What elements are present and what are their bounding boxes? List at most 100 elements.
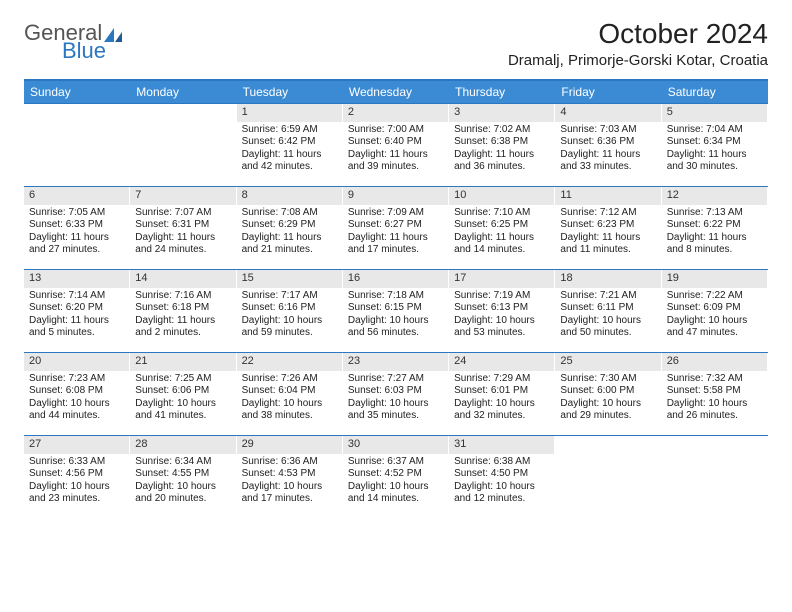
day-ss: Sunset: 6:25 PM bbox=[454, 219, 549, 232]
day-sr: Sunrise: 7:27 AM bbox=[348, 373, 443, 386]
day-number: 19 bbox=[662, 270, 767, 288]
day-number: 30 bbox=[343, 436, 448, 454]
day-ss: Sunset: 6:16 PM bbox=[242, 302, 337, 315]
day-dl1: Daylight: 11 hours bbox=[135, 315, 230, 328]
day-ss: Sunset: 6:33 PM bbox=[29, 219, 124, 232]
day-dl1: Daylight: 11 hours bbox=[242, 149, 337, 162]
day-number: 27 bbox=[24, 436, 129, 454]
dow-wednesday: Wednesday bbox=[343, 81, 449, 103]
day-sr: Sunrise: 6:36 AM bbox=[242, 456, 337, 469]
day-12: 12Sunrise: 7:13 AMSunset: 6:22 PMDayligh… bbox=[662, 187, 768, 269]
day-sr: Sunrise: 7:29 AM bbox=[454, 373, 549, 386]
day-body: Sunrise: 7:05 AMSunset: 6:33 PMDaylight:… bbox=[24, 205, 129, 261]
day-ss: Sunset: 6:29 PM bbox=[242, 219, 337, 232]
day-dl2: and 33 minutes. bbox=[560, 161, 655, 174]
day-14: 14Sunrise: 7:16 AMSunset: 6:18 PMDayligh… bbox=[130, 270, 236, 352]
day-body: Sunrise: 7:10 AMSunset: 6:25 PMDaylight:… bbox=[449, 205, 554, 261]
day-dl1: Daylight: 10 hours bbox=[242, 481, 337, 494]
day-body: Sunrise: 7:22 AMSunset: 6:09 PMDaylight:… bbox=[662, 288, 767, 344]
day-dl1: Daylight: 11 hours bbox=[560, 149, 655, 162]
location: Dramalj, Primorje-Gorski Kotar, Croatia bbox=[508, 52, 768, 69]
day-dl2: and 53 minutes. bbox=[454, 327, 549, 340]
day-10: 10Sunrise: 7:10 AMSunset: 6:25 PMDayligh… bbox=[449, 187, 555, 269]
day-dl2: and 59 minutes. bbox=[242, 327, 337, 340]
day-body: Sunrise: 6:33 AMSunset: 4:56 PMDaylight:… bbox=[24, 454, 129, 510]
day-body: Sunrise: 7:23 AMSunset: 6:08 PMDaylight:… bbox=[24, 371, 129, 427]
day-ss: Sunset: 4:55 PM bbox=[135, 468, 230, 481]
empty-cell bbox=[662, 436, 768, 518]
day-dl1: Daylight: 10 hours bbox=[135, 398, 230, 411]
day-ss: Sunset: 6:13 PM bbox=[454, 302, 549, 315]
day-16: 16Sunrise: 7:18 AMSunset: 6:15 PMDayligh… bbox=[343, 270, 449, 352]
day-ss: Sunset: 6:04 PM bbox=[242, 385, 337, 398]
day-dl2: and 30 minutes. bbox=[667, 161, 762, 174]
day-dl2: and 24 minutes. bbox=[135, 244, 230, 257]
day-28: 28Sunrise: 6:34 AMSunset: 4:55 PMDayligh… bbox=[130, 436, 236, 518]
day-dl2: and 35 minutes. bbox=[348, 410, 443, 423]
day-24: 24Sunrise: 7:29 AMSunset: 6:01 PMDayligh… bbox=[449, 353, 555, 435]
day-number: 9 bbox=[343, 187, 448, 205]
day-sr: Sunrise: 6:33 AM bbox=[29, 456, 124, 469]
day-ss: Sunset: 6:00 PM bbox=[560, 385, 655, 398]
day-dl1: Daylight: 10 hours bbox=[242, 315, 337, 328]
dow-friday: Friday bbox=[555, 81, 661, 103]
day-body: Sunrise: 7:00 AMSunset: 6:40 PMDaylight:… bbox=[343, 122, 448, 178]
day-body: Sunrise: 7:17 AMSunset: 6:16 PMDaylight:… bbox=[237, 288, 342, 344]
day-15: 15Sunrise: 7:17 AMSunset: 6:16 PMDayligh… bbox=[237, 270, 343, 352]
day-30: 30Sunrise: 6:37 AMSunset: 4:52 PMDayligh… bbox=[343, 436, 449, 518]
day-number: 16 bbox=[343, 270, 448, 288]
empty-cell bbox=[130, 104, 236, 186]
day-6: 6Sunrise: 7:05 AMSunset: 6:33 PMDaylight… bbox=[24, 187, 130, 269]
day-number: 11 bbox=[555, 187, 660, 205]
day-body: Sunrise: 7:26 AMSunset: 6:04 PMDaylight:… bbox=[237, 371, 342, 427]
week-row: 13Sunrise: 7:14 AMSunset: 6:20 PMDayligh… bbox=[24, 269, 768, 352]
day-dl2: and 21 minutes. bbox=[242, 244, 337, 257]
day-dl2: and 38 minutes. bbox=[242, 410, 337, 423]
day-number: 31 bbox=[449, 436, 554, 454]
day-2: 2Sunrise: 7:00 AMSunset: 6:40 PMDaylight… bbox=[343, 104, 449, 186]
day-sr: Sunrise: 7:03 AM bbox=[560, 124, 655, 137]
day-dl1: Daylight: 10 hours bbox=[348, 398, 443, 411]
day-number: 12 bbox=[662, 187, 767, 205]
day-sr: Sunrise: 7:18 AM bbox=[348, 290, 443, 303]
dow-sunday: Sunday bbox=[24, 81, 130, 103]
day-dl2: and 11 minutes. bbox=[560, 244, 655, 257]
day-ss: Sunset: 6:03 PM bbox=[348, 385, 443, 398]
day-ss: Sunset: 6:11 PM bbox=[560, 302, 655, 315]
day-body: Sunrise: 6:36 AMSunset: 4:53 PMDaylight:… bbox=[237, 454, 342, 510]
day-dl2: and 23 minutes. bbox=[29, 493, 124, 506]
day-ss: Sunset: 5:58 PM bbox=[667, 385, 762, 398]
day-sr: Sunrise: 7:23 AM bbox=[29, 373, 124, 386]
day-ss: Sunset: 6:23 PM bbox=[560, 219, 655, 232]
day-11: 11Sunrise: 7:12 AMSunset: 6:23 PMDayligh… bbox=[555, 187, 661, 269]
day-body: Sunrise: 7:29 AMSunset: 6:01 PMDaylight:… bbox=[449, 371, 554, 427]
title-block: October 2024 Dramalj, Primorje-Gorski Ko… bbox=[508, 18, 768, 69]
day-sr: Sunrise: 6:59 AM bbox=[242, 124, 337, 137]
day-body: Sunrise: 7:19 AMSunset: 6:13 PMDaylight:… bbox=[449, 288, 554, 344]
day-sr: Sunrise: 7:07 AM bbox=[135, 207, 230, 220]
day-sr: Sunrise: 7:00 AM bbox=[348, 124, 443, 137]
header: GeneralBlue October 2024 Dramalj, Primor… bbox=[24, 18, 768, 69]
day-ss: Sunset: 6:06 PM bbox=[135, 385, 230, 398]
day-ss: Sunset: 6:42 PM bbox=[242, 136, 337, 149]
day-ss: Sunset: 6:15 PM bbox=[348, 302, 443, 315]
dow-monday: Monday bbox=[130, 81, 236, 103]
day-dl2: and 41 minutes. bbox=[135, 410, 230, 423]
day-ss: Sunset: 4:56 PM bbox=[29, 468, 124, 481]
day-body: Sunrise: 7:27 AMSunset: 6:03 PMDaylight:… bbox=[343, 371, 448, 427]
day-dl2: and 2 minutes. bbox=[135, 327, 230, 340]
day-dl2: and 27 minutes. bbox=[29, 244, 124, 257]
day-sr: Sunrise: 7:32 AM bbox=[667, 373, 762, 386]
logo-text-blue: Blue bbox=[24, 40, 124, 62]
day-ss: Sunset: 6:36 PM bbox=[560, 136, 655, 149]
day-dl1: Daylight: 11 hours bbox=[135, 232, 230, 245]
day-number: 23 bbox=[343, 353, 448, 371]
day-body: Sunrise: 7:09 AMSunset: 6:27 PMDaylight:… bbox=[343, 205, 448, 261]
day-sr: Sunrise: 7:04 AM bbox=[667, 124, 762, 137]
day-dl1: Daylight: 11 hours bbox=[667, 232, 762, 245]
day-body: Sunrise: 7:32 AMSunset: 5:58 PMDaylight:… bbox=[662, 371, 767, 427]
day-sr: Sunrise: 7:26 AM bbox=[242, 373, 337, 386]
day-dl2: and 39 minutes. bbox=[348, 161, 443, 174]
day-ss: Sunset: 6:34 PM bbox=[667, 136, 762, 149]
week-row: 1Sunrise: 6:59 AMSunset: 6:42 PMDaylight… bbox=[24, 103, 768, 186]
